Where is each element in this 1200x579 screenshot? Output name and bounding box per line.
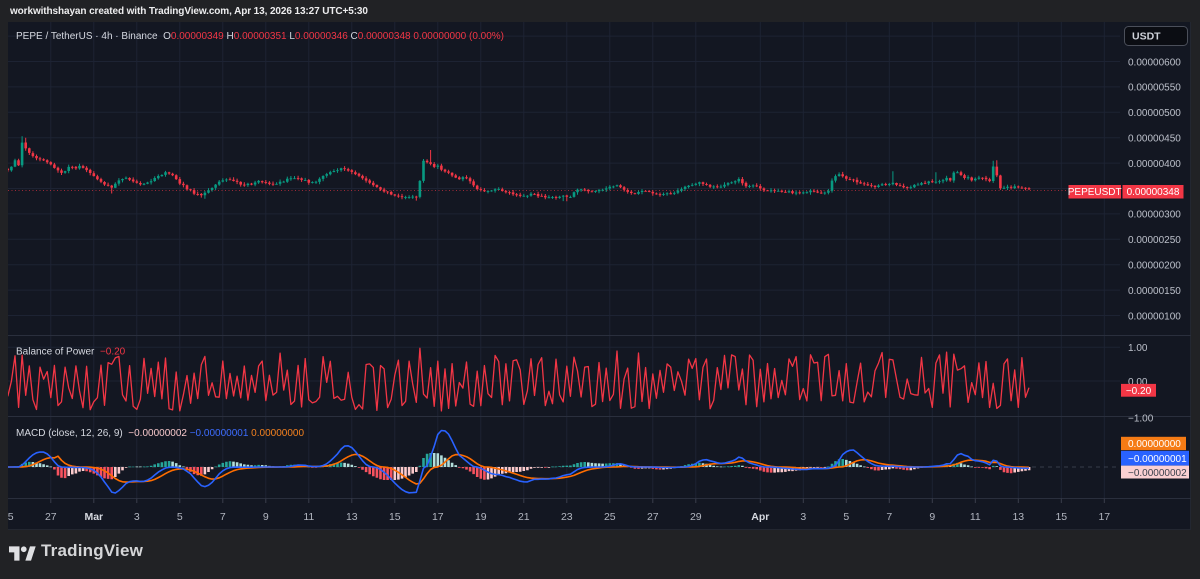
svg-text:25: 25 xyxy=(604,511,616,523)
svg-text:0.00000600: 0.00000600 xyxy=(1128,57,1181,68)
svg-text:5: 5 xyxy=(843,511,849,523)
svg-text:9: 9 xyxy=(929,511,935,523)
svg-text:17: 17 xyxy=(432,511,444,523)
svg-text:0.00000150: 0.00000150 xyxy=(1128,286,1181,297)
svg-text:19: 19 xyxy=(475,511,487,523)
svg-text:−0.20: −0.20 xyxy=(1126,386,1152,397)
svg-text:0.00000450: 0.00000450 xyxy=(1128,134,1181,145)
svg-text:−1.00: −1.00 xyxy=(1128,414,1154,425)
svg-text:0.00000348: 0.00000348 xyxy=(1127,187,1180,198)
svg-text:0.00000550: 0.00000550 xyxy=(1128,83,1181,94)
svg-text:0.00: 0.00 xyxy=(1128,377,1148,388)
svg-text:3: 3 xyxy=(800,511,806,523)
svg-text:13: 13 xyxy=(346,511,358,523)
svg-text:0.00000200: 0.00000200 xyxy=(1128,261,1181,272)
svg-text:21: 21 xyxy=(518,511,530,523)
svg-text:Apr: Apr xyxy=(751,511,769,523)
svg-text:1.00: 1.00 xyxy=(1128,343,1148,354)
svg-text:9: 9 xyxy=(263,511,269,523)
svg-text:29: 29 xyxy=(690,511,702,523)
svg-text:0.00000250: 0.00000250 xyxy=(1128,235,1181,246)
svg-text:23: 23 xyxy=(561,511,573,523)
svg-text:27: 27 xyxy=(45,511,57,523)
svg-text:0.00000300: 0.00000300 xyxy=(1128,210,1181,221)
svg-text:5: 5 xyxy=(177,511,183,523)
svg-text:PEPEUSDT: PEPEUSDT xyxy=(1068,187,1122,198)
svg-text:7: 7 xyxy=(886,511,892,523)
svg-text:15: 15 xyxy=(389,511,401,523)
svg-text:15: 15 xyxy=(1055,511,1067,523)
svg-text:3: 3 xyxy=(134,511,140,523)
svg-text:11: 11 xyxy=(970,511,981,523)
svg-text:0.00000100: 0.00000100 xyxy=(1128,311,1181,322)
svg-text:27: 27 xyxy=(647,511,659,523)
svg-text:PEPE / TetherUS · 4h · Binance: PEPE / TetherUS · 4h · Binance O0.000003… xyxy=(16,31,504,42)
svg-text:MACD (close, 12, 26, 9) −0.00: MACD (close, 12, 26, 9) −0.00000002 −0.0… xyxy=(16,428,304,439)
svg-text:Balance of Power −0.20: Balance of Power −0.20 xyxy=(16,347,126,358)
svg-text:7: 7 xyxy=(220,511,226,523)
svg-text:17: 17 xyxy=(1098,511,1110,523)
svg-text:0.00000400: 0.00000400 xyxy=(1128,159,1181,170)
svg-text:25: 25 xyxy=(8,511,14,523)
svg-text:0.00000500: 0.00000500 xyxy=(1128,108,1181,119)
svg-text:Mar: Mar xyxy=(84,511,103,523)
svg-text:−0.00000001: −0.00000001 xyxy=(1128,454,1187,465)
svg-text:13: 13 xyxy=(1012,511,1024,523)
svg-text:0.00000000: 0.00000000 xyxy=(1128,439,1181,450)
svg-text:−0.00000002: −0.00000002 xyxy=(1128,468,1187,479)
svg-text:USDT: USDT xyxy=(1132,31,1161,43)
svg-text:11: 11 xyxy=(303,511,314,523)
